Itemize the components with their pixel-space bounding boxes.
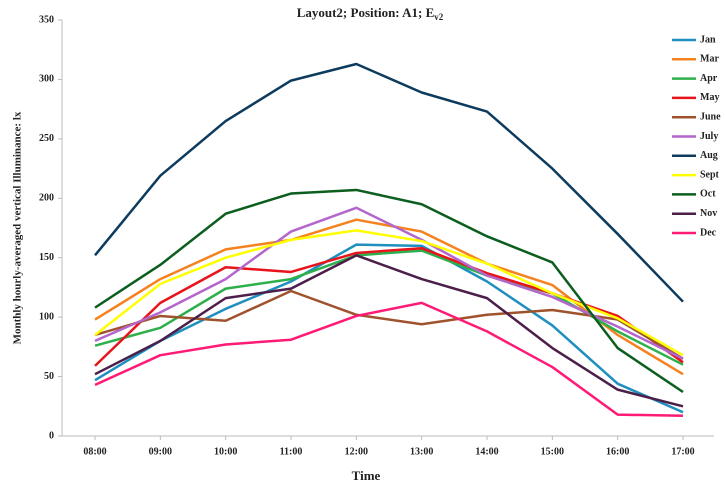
title-subscript: v2 (434, 12, 444, 22)
y-tick-label: 200 (39, 193, 54, 204)
legend-label: Dec (700, 227, 717, 238)
series-line (94, 301, 684, 418)
legend-label: Nov (700, 208, 717, 219)
y-tick-label: 250 (39, 133, 54, 144)
series-line (94, 188, 684, 394)
series-line (94, 246, 684, 367)
legend-label: Aug (700, 150, 718, 161)
legend-label: Oct (700, 189, 716, 200)
x-tick-label: 11:00 (280, 446, 303, 457)
title-main: Layout2; Position: A1; E (297, 5, 435, 20)
x-tick-label: 14:00 (475, 446, 498, 457)
y-axis-label: Monthly hourly-averaged vertical Illumin… (12, 111, 24, 344)
x-tick-label: 16:00 (606, 446, 629, 457)
series-line (94, 62, 684, 303)
y-tick-label: 150 (39, 252, 54, 263)
y-tick-label: 300 (39, 74, 54, 85)
legend-label: July (700, 131, 718, 142)
legend-label: Mar (700, 54, 719, 65)
series-line (94, 229, 684, 357)
legend-label: Sept (700, 169, 720, 180)
x-tick-label: 12:00 (345, 446, 368, 457)
x-tick-label: 09:00 (149, 446, 172, 457)
series-line (94, 243, 684, 414)
y-tick-label: 0 (49, 430, 54, 441)
legend-label: May (700, 92, 719, 103)
series-line (94, 218, 684, 376)
x-tick-label: 08:00 (83, 446, 106, 457)
legend-label: Apr (700, 73, 718, 84)
y-tick-label: 100 (39, 311, 54, 322)
x-tick-label: 17:00 (671, 446, 694, 457)
x-axis-label: Time (352, 468, 381, 483)
series-line (94, 254, 684, 408)
x-tick-label: 10:00 (214, 446, 237, 457)
series-line (94, 206, 684, 360)
x-tick-label: 13:00 (410, 446, 433, 457)
legend-label: Jan (700, 34, 716, 45)
y-tick-label: 50 (44, 371, 54, 382)
y-tick-label: 350 (39, 14, 54, 25)
chart-title: Layout2; Position: A1; Ev2 (297, 5, 444, 22)
x-tick-label: 15:00 (541, 446, 564, 457)
legend-label: June (700, 111, 721, 122)
